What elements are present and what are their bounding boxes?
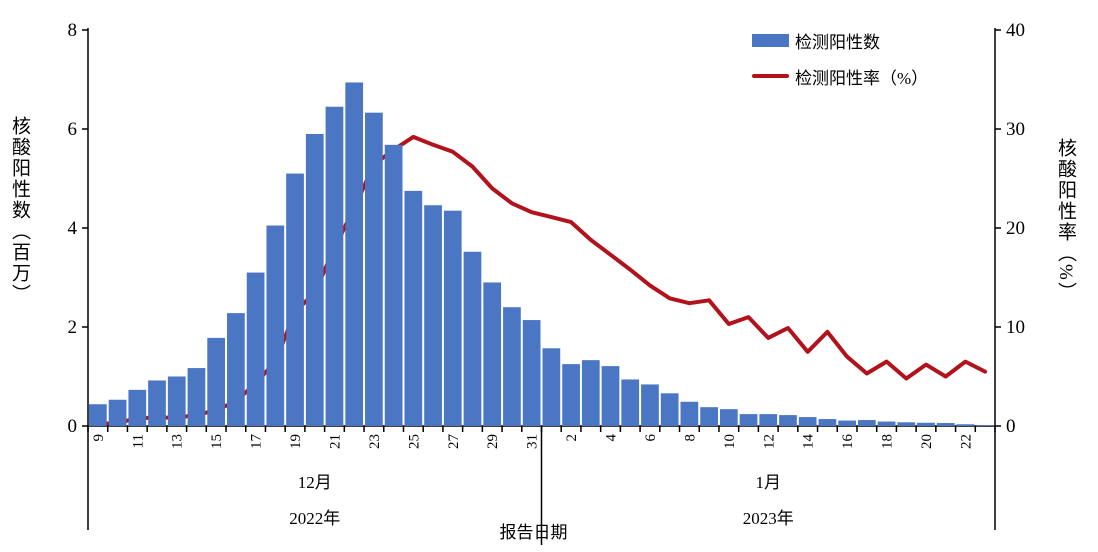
day-tick-label: 13 (170, 434, 186, 449)
day-tick-label: 14 (801, 434, 817, 450)
day-tick-label: 2 (564, 434, 580, 442)
bar (187, 368, 206, 426)
left-tick-label: 8 (68, 20, 78, 41)
right-tick-label: 20 (1006, 218, 1025, 239)
bar (483, 282, 502, 426)
bar (325, 106, 344, 426)
bar (522, 320, 541, 426)
legend-item-positives: 检测阳性数 (752, 28, 928, 52)
bar (404, 190, 423, 427)
bar (581, 360, 600, 426)
bar (89, 404, 107, 426)
year-label: 2022年 (289, 509, 340, 528)
bar (345, 82, 364, 426)
bar (818, 419, 837, 426)
bar (660, 393, 679, 426)
day-tick-label: 10 (722, 434, 738, 449)
day-tick-label: 16 (840, 434, 856, 450)
bar (305, 133, 324, 426)
bar-swatch-icon (752, 33, 789, 47)
bar (207, 337, 226, 426)
bar (108, 399, 127, 426)
day-tick-label: 29 (485, 434, 501, 449)
bar (838, 420, 856, 426)
bar (384, 144, 403, 426)
bar (503, 307, 521, 426)
bar (897, 422, 916, 426)
day-tick-label: 19 (288, 434, 304, 449)
bar (148, 380, 166, 426)
year-label: 2023年 (743, 509, 794, 528)
bar (424, 205, 442, 426)
bar (621, 379, 640, 426)
day-tick-label: 4 (604, 434, 620, 442)
bar (463, 251, 482, 426)
bar (246, 272, 265, 426)
bar (739, 414, 758, 426)
day-tick-label: 21 (327, 434, 343, 449)
right-tick-label: 30 (1006, 119, 1025, 140)
bar (779, 415, 797, 426)
bar (443, 210, 462, 426)
legend-item-rate: 检测阳性率（%） (752, 64, 928, 88)
day-tick-label: 22 (958, 434, 974, 449)
bar (266, 225, 285, 426)
right-tick-label: 10 (1006, 317, 1025, 338)
day-tick-label: 20 (919, 434, 935, 449)
day-tick-label: 25 (406, 434, 422, 449)
day-tick-label: 12 (761, 434, 777, 449)
left-tick-label: 0 (68, 416, 78, 437)
left-tick-label: 2 (68, 317, 78, 338)
bar (542, 348, 561, 426)
left-tick-label: 4 (68, 218, 78, 239)
day-tick-label: 31 (525, 434, 541, 449)
bar (936, 423, 955, 426)
bar (719, 409, 738, 426)
day-tick-label: 17 (249, 434, 265, 450)
month-label: 1月 (756, 473, 782, 492)
bar (601, 366, 620, 426)
day-tick-label: 8 (682, 434, 698, 442)
right-tick-label: 40 (1006, 20, 1025, 41)
day-tick-label: 27 (446, 434, 462, 450)
line-swatch-icon (752, 74, 789, 78)
bar (917, 422, 935, 426)
bar (286, 173, 304, 426)
bar (877, 421, 896, 426)
bar (167, 376, 186, 426)
bar (128, 389, 147, 426)
day-tick-label: 11 (130, 434, 146, 448)
left-axis-title: 核酸阳性数（百万） (9, 116, 30, 305)
bar (562, 364, 580, 427)
legend-label-rate: 检测阳性率（%） (795, 68, 929, 88)
bar (857, 420, 876, 426)
bar (680, 401, 699, 426)
bar (976, 425, 994, 426)
bar (365, 112, 383, 427)
bar (956, 424, 975, 426)
legend-label-positives: 检测阳性数 (795, 32, 880, 52)
month-label: 12月 (298, 473, 332, 492)
bar (798, 417, 817, 426)
day-tick-label: 23 (367, 434, 383, 449)
right-axis-title: 核酸阳性率（%） (1055, 138, 1076, 303)
x-axis-title: 报告日期 (500, 523, 568, 542)
bar (759, 414, 778, 426)
day-tick-label: 18 (880, 434, 896, 449)
legend: 检测阳性数 检测阳性率（%） (752, 28, 928, 100)
bar (700, 407, 718, 426)
rate-line (95, 134, 988, 426)
day-tick-label: 6 (643, 434, 659, 442)
left-tick-label: 6 (68, 119, 78, 140)
bar (227, 313, 245, 426)
day-tick-label: 15 (209, 434, 225, 449)
right-tick-label: 0 (1006, 416, 1016, 437)
bars-series (89, 82, 994, 427)
day-tick-label: 9 (91, 434, 107, 442)
bar (641, 384, 659, 426)
